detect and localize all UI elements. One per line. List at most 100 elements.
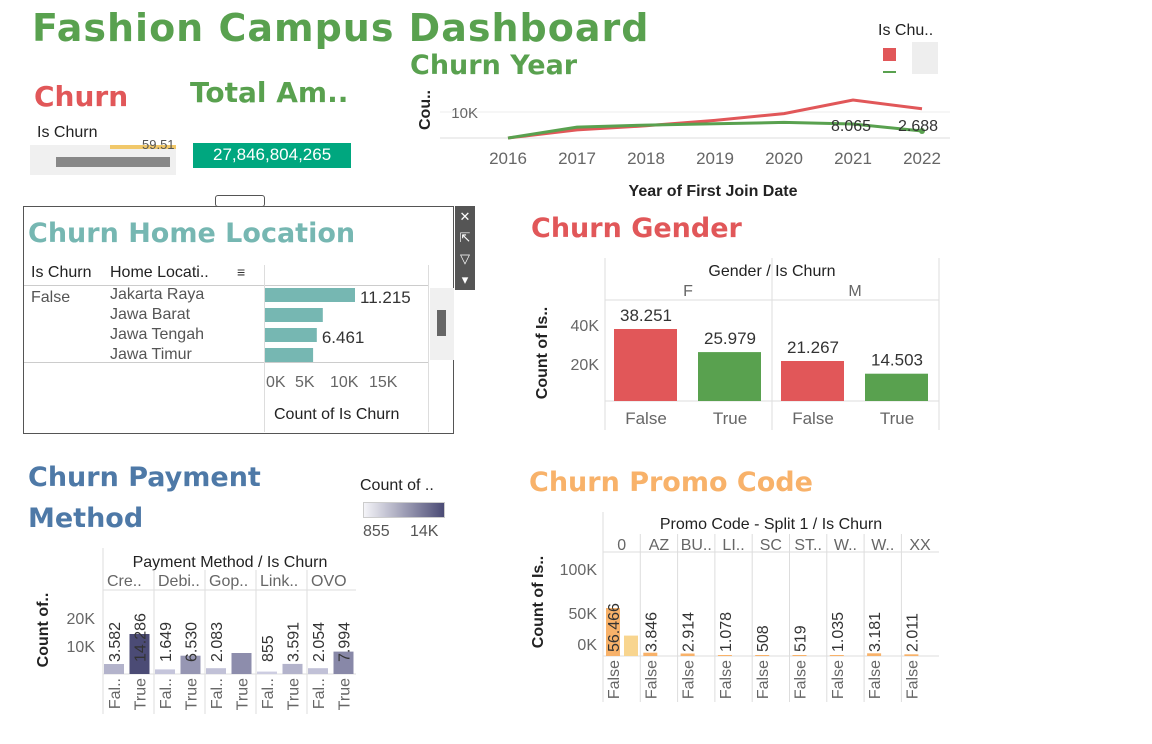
promo-category-label: False <box>606 660 623 699</box>
payment-ytick-20k: 20K <box>67 611 96 628</box>
payment-group-label: Cre.. <box>107 573 142 590</box>
payment-group-label: OVO <box>311 573 347 590</box>
sort-icon[interactable]: ≡ <box>237 264 246 280</box>
gender-bar[interactable] <box>614 329 677 401</box>
churn-year-xtick: 2016 <box>489 149 527 168</box>
churn-year-ytick: 10K <box>451 105 478 122</box>
location-jawa-tengah: Jawa Tengah <box>110 326 204 343</box>
home-location-bar[interactable] <box>265 288 355 302</box>
home-location-title: Churn Home Location <box>28 218 356 249</box>
churn-year-series-true <box>507 120 923 140</box>
churn-year-series-false <box>507 98 923 140</box>
payment-bar[interactable] <box>308 668 328 674</box>
home-location-scroll-track[interactable] <box>430 288 454 360</box>
payment-data-label: 6.530 <box>184 622 201 662</box>
payment-bar[interactable] <box>104 664 124 674</box>
payment-bar[interactable] <box>333 651 354 674</box>
promo-ytick-100k: 100K <box>560 562 598 579</box>
payment-category-label: True <box>286 678 303 710</box>
churn-year-chart: Cou.. 10K 2016 2017 2018 2019 2020 2021 2022 8… <box>417 90 950 200</box>
promo-bar[interactable] <box>829 655 844 656</box>
payment-category-label: True <box>235 678 252 710</box>
right-divider <box>428 265 429 432</box>
payment-title-line1: Churn Payment <box>28 462 261 493</box>
promo-bar[interactable] <box>867 653 882 656</box>
payment-data-label: 2.083 <box>209 622 226 662</box>
gender-data-label: 14.503 <box>871 351 923 370</box>
open-icon[interactable]: ⇱ <box>459 230 471 245</box>
promo-data-label: 1.035 <box>830 612 847 652</box>
payment-ylabel: Count of.. <box>35 593 52 668</box>
filter-icon[interactable]: ▽ <box>460 251 470 266</box>
payment-bar[interactable] <box>231 653 252 674</box>
payment-data-label: 1.649 <box>158 622 175 662</box>
payment-category-label: Fal.. <box>311 678 328 709</box>
location-jawa-barat: Jawa Barat <box>110 306 191 323</box>
promo-bar-true[interactable] <box>624 635 638 656</box>
churn-scrollbar[interactable] <box>56 157 170 167</box>
churn-year-xtick: 2022 <box>903 149 941 168</box>
gender-bar[interactable] <box>865 373 928 401</box>
legend-false-swatch[interactable] <box>883 48 896 61</box>
gender-bar[interactable] <box>698 352 761 401</box>
payment-group-label: Gop.. <box>209 573 248 590</box>
worksheet-toolbar: ✕ ⇱ ▽ ▾ <box>455 206 475 290</box>
promo-group-label: BU.. <box>681 537 712 554</box>
churn-header: Is Churn <box>37 124 98 141</box>
close-icon[interactable]: ✕ <box>459 209 471 224</box>
total-amount-value: 27,846,804,265 <box>193 143 351 168</box>
legend-true-swatch[interactable] <box>883 71 896 73</box>
header-divider <box>24 285 429 286</box>
gender-chart: Gender / Is Churn F M Count of Is.. 40K … <box>534 258 940 430</box>
promo-bar[interactable] <box>717 655 732 656</box>
gender-category-label: True <box>880 409 914 428</box>
churn-year-xtick: 2020 <box>765 149 803 168</box>
axis-divider <box>264 265 265 432</box>
col-is-churn: Is Churn <box>31 264 92 281</box>
payment-bar[interactable] <box>206 668 226 674</box>
payment-category-label: True <box>184 678 201 710</box>
churn-year-xlabel: Year of First Join Date <box>629 183 798 200</box>
payment-bar[interactable] <box>282 663 303 674</box>
gender-bar[interactable] <box>781 361 844 401</box>
promo-bar[interactable] <box>755 655 770 656</box>
payment-title-line2: Method <box>28 503 144 534</box>
home-location-bars: 11.215 6.461 <box>265 288 411 362</box>
row-is-churn-false: False <box>31 289 71 306</box>
promo-category-label: False <box>718 660 735 699</box>
home-location-bar[interactable] <box>265 328 317 342</box>
hl-xtick-1: 5K <box>295 374 315 391</box>
payment-chart: Payment Method / Is Churn Cre.. Debi.. Gop… <box>35 548 356 714</box>
promo-data-label: 508 <box>755 625 772 652</box>
promo-bar[interactable] <box>643 652 658 656</box>
hl-xlabel: Count of Is Churn <box>274 406 400 423</box>
promo-bar[interactable] <box>680 653 695 657</box>
home-location-bar[interactable] <box>265 348 314 362</box>
promo-data-label: 2.011 <box>904 613 921 652</box>
payment-bar[interactable] <box>180 655 201 674</box>
total-amount-title: Total Am.. <box>190 76 349 109</box>
legend-scroll[interactable] <box>912 42 938 74</box>
promo-bar[interactable] <box>904 654 919 656</box>
promo-group-label: 0 <box>617 537 626 554</box>
payment-bar[interactable] <box>155 669 175 674</box>
home-location-bar[interactable] <box>265 308 323 322</box>
promo-group-label: XX <box>909 537 931 554</box>
promo-ytick-50k: 50K <box>569 606 598 623</box>
promo-category-label: False <box>867 660 884 699</box>
churn-year-xtick: 2021 <box>834 149 872 168</box>
promo-data-label: 2.914 <box>681 612 698 652</box>
promo-group-label: SC <box>760 537 782 554</box>
home-location-scroll-thumb[interactable] <box>437 310 446 336</box>
promo-group-label: LI.. <box>722 537 744 554</box>
gender-category-label: False <box>792 409 834 428</box>
home-location-data-label: 6.461 <box>322 328 365 347</box>
payment-bar[interactable] <box>129 634 150 674</box>
promo-category-label: False <box>830 660 847 699</box>
promo-bar[interactable] <box>606 608 620 656</box>
payment-bar[interactable] <box>257 671 277 674</box>
year-legend-title: Is Chu.. <box>878 22 934 39</box>
chevron-down-icon[interactable]: ▾ <box>461 272 469 287</box>
promo-bar[interactable] <box>792 655 807 656</box>
payment-category-label: Fal.. <box>209 678 226 709</box>
